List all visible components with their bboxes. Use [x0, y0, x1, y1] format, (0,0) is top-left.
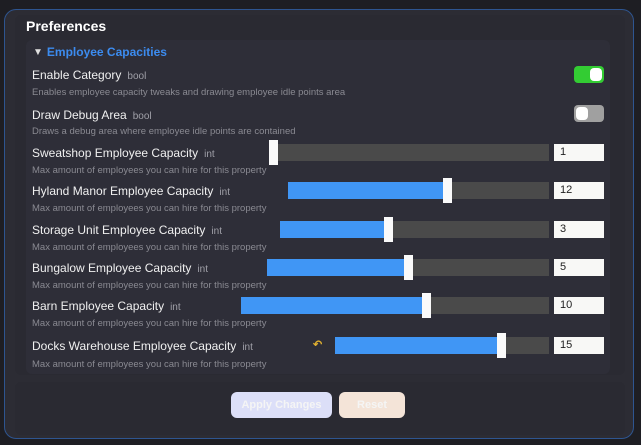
slider-thumb[interactable] [384, 217, 393, 242]
enable-category-toggle[interactable] [574, 66, 604, 83]
window-title: Preferences [26, 18, 107, 34]
setting-description: Draws a debug area where employee idle p… [32, 126, 296, 137]
slider-thumb[interactable] [404, 255, 413, 280]
setting-description: Max amount of employees you can hire for… [32, 165, 267, 176]
apply-changes-button[interactable]: Apply Changes [231, 392, 332, 418]
setting-name: Hyland Manor Employee Capacity [32, 184, 214, 198]
sweatshop-slider[interactable] [269, 140, 549, 165]
setting-name: Enable Category [32, 68, 122, 82]
setting-type: int [219, 187, 230, 198]
bungalow-slider[interactable] [267, 255, 549, 280]
setting-name: Barn Employee Capacity [32, 299, 165, 313]
setting-label-enable-category: Enable Category bool [32, 68, 146, 82]
setting-type: int [242, 342, 253, 353]
bungalow-value-input[interactable]: 5 [554, 259, 604, 276]
storage-unit-value-input[interactable]: 3 [554, 221, 604, 238]
setting-name: Draw Debug Area [32, 108, 127, 122]
slider-fill [267, 259, 408, 276]
setting-label-docks-warehouse: Docks Warehouse Employee Capacity int [32, 339, 253, 353]
sweatshop-value-input[interactable]: 1 [554, 144, 604, 161]
toggle-knob [590, 68, 602, 81]
hyland-manor-value-input[interactable]: 12 [554, 182, 604, 199]
setting-label-barn: Barn Employee Capacity int [32, 299, 181, 313]
setting-type: bool [132, 111, 152, 122]
slider-fill [241, 297, 426, 314]
setting-name: Sweatshop Employee Capacity [32, 146, 199, 160]
slider-thumb[interactable] [422, 293, 431, 318]
setting-type: int [204, 149, 215, 160]
setting-description: Max amount of employees you can hire for… [32, 280, 267, 291]
setting-label-storage-unit: Storage Unit Employee Capacity int [32, 223, 222, 237]
setting-description: Max amount of employees you can hire for… [32, 318, 267, 329]
barn-slider[interactable] [241, 293, 549, 318]
setting-description: Max amount of employees you can hire for… [32, 359, 267, 370]
setting-name: Docks Warehouse Employee Capacity [32, 339, 237, 353]
setting-label-draw-debug-area: Draw Debug Area bool [32, 108, 152, 122]
setting-type: int [170, 302, 181, 313]
setting-type: int [211, 226, 222, 237]
slider-fill [280, 221, 388, 238]
section-header-employee-capacities[interactable]: ▼ Employee Capacities [33, 45, 167, 59]
docks-warehouse-slider[interactable] [335, 333, 549, 358]
setting-label-sweatshop: Sweatshop Employee Capacity int [32, 146, 215, 160]
slider-thumb[interactable] [269, 140, 278, 165]
hyland-manor-slider[interactable] [288, 178, 549, 203]
slider-fill [335, 337, 501, 354]
collapse-triangle-icon: ▼ [33, 46, 43, 58]
reset-button[interactable]: Reset [339, 392, 405, 418]
setting-label-hyland-manor: Hyland Manor Employee Capacity int [32, 184, 230, 198]
storage-unit-slider[interactable] [280, 217, 549, 242]
setting-description: Max amount of employees you can hire for… [32, 242, 267, 253]
slider-thumb[interactable] [497, 333, 506, 358]
section-panel [26, 40, 610, 374]
reset-value-icon[interactable]: ↶ [313, 339, 323, 351]
setting-label-bungalow: Bungalow Employee Capacity int [32, 261, 208, 275]
slider-thumb[interactable] [443, 178, 452, 203]
draw-debug-area-toggle[interactable] [574, 105, 604, 122]
setting-type: int [197, 264, 208, 275]
slider-fill [288, 182, 447, 199]
toggle-knob [576, 107, 588, 120]
setting-type: bool [127, 71, 147, 82]
setting-name: Bungalow Employee Capacity [32, 261, 192, 275]
section-title: Employee Capacities [46, 45, 167, 59]
barn-value-input[interactable]: 10 [554, 297, 604, 314]
setting-description: Enables employee capacity tweaks and dra… [32, 87, 346, 98]
setting-name: Storage Unit Employee Capacity [32, 223, 206, 237]
docks-warehouse-value-input[interactable]: 15 [554, 337, 604, 354]
setting-description: Max amount of employees you can hire for… [32, 203, 267, 214]
